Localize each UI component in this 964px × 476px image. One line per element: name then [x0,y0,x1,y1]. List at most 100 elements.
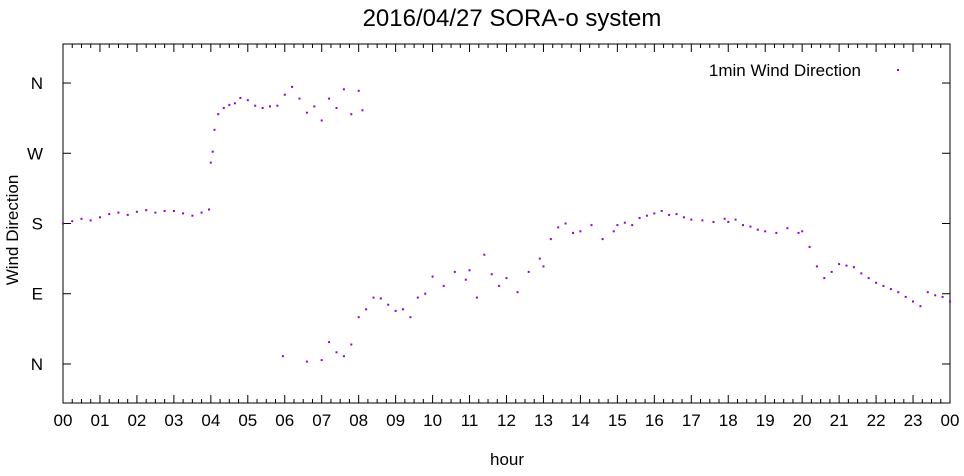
x-axis-ticks: 00 01 02 03 04 05 06 07 08 09 10 11 12 13 14 15 16 17 18 19… [54,44,959,430]
data-point [468,269,471,272]
data-point [269,105,271,108]
data-point [154,211,157,214]
data-point [645,214,648,217]
data-point [342,88,345,91]
data-point [660,210,663,212]
data-point [941,295,944,298]
x-tick-label: 18 [719,411,738,430]
x-tick-label: 17 [682,411,701,430]
data-point [912,300,914,303]
data-point [786,227,789,230]
data-point [815,265,818,268]
x-tick-label: 19 [756,411,775,430]
data-point [431,275,434,278]
data-point [797,231,800,234]
data-point [756,228,759,231]
x-tick-label: 11 [461,411,479,430]
data-point [209,161,212,164]
data-point [808,245,811,248]
data-point [172,210,175,212]
data-point [222,107,225,109]
data-point [372,296,375,299]
data-point [335,107,338,109]
data-point [328,341,331,344]
data-point [89,219,92,222]
data-point [475,296,478,299]
data-point [145,209,148,212]
data-point [453,270,456,273]
data-point [579,230,582,233]
x-tick-label: 13 [534,411,553,430]
x-tick-label: 10 [423,411,442,430]
data-point [320,119,323,122]
data-point [365,308,368,311]
data-point [464,278,467,281]
data-point [712,220,715,223]
y-tick-label: N [31,355,43,374]
data-point [409,316,412,319]
data-point [182,212,185,215]
data-point [860,272,863,275]
x-tick-label: 20 [793,411,812,430]
data-point [342,355,345,358]
data-point [516,291,519,294]
data-point [904,295,907,298]
data-point [682,216,685,219]
data-point [590,224,593,227]
data-points [62,85,951,363]
legend-marker [897,69,899,71]
data-point [126,213,129,216]
data-point [117,211,120,214]
data-point [135,210,138,213]
x-tick-label: 23 [904,411,923,430]
legend-label: 1min Wind Direction [709,61,861,80]
plot-frame [62,43,951,404]
data-point [213,128,216,131]
data-point [542,265,545,268]
data-point [727,220,730,223]
data-point [246,99,249,102]
x-tick-label: 04 [201,411,220,430]
data-point [208,208,210,211]
x-tick-label: 14 [571,411,590,430]
data-point [442,284,445,287]
data-point [668,213,671,216]
data-point [882,284,885,287]
data-point [261,107,264,109]
data-point [675,213,678,216]
data-point [801,230,804,233]
data-point [823,277,826,280]
data-point [505,277,508,280]
data-point [764,230,767,233]
x-tick-label: 16 [645,411,664,430]
data-point [313,105,316,108]
data-point [283,93,286,96]
y-tick-label: E [32,285,43,304]
x-tick-label: 07 [312,411,331,430]
data-point [838,263,841,266]
chart-title: 2016/04/27 SORA-o system [363,5,662,32]
y-tick-label: S [32,215,43,234]
data-point [701,219,704,222]
data-point [572,231,574,234]
data-point [276,104,279,107]
data-point [357,89,360,92]
data-point [191,214,194,217]
data-point [424,292,427,295]
data-point [394,309,397,312]
data-point [328,97,331,100]
data-point [549,238,552,241]
data-point [830,270,833,273]
data-point [291,85,294,88]
x-tick-label: 15 [608,411,627,430]
data-point [298,97,301,100]
data-point [402,308,404,311]
x-tick-label: 02 [127,411,146,430]
data-point [527,270,530,273]
data-point [350,343,353,346]
y-tick-label: N [31,74,43,93]
data-point [867,277,870,280]
data-point [919,305,922,308]
